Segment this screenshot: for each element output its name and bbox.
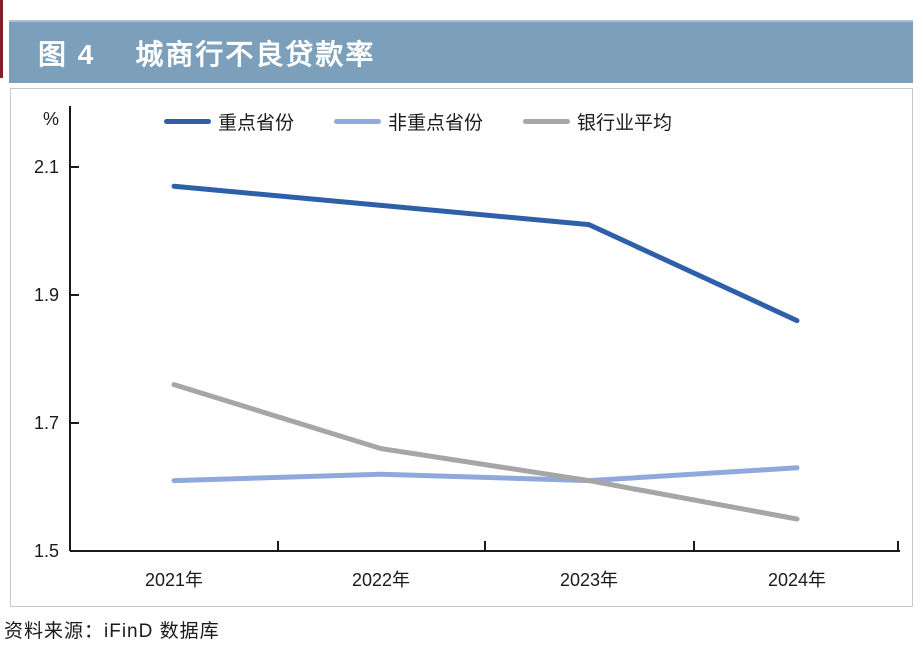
legend-swatch-icon <box>334 118 382 124</box>
y-tick-label: 1.9 <box>34 285 59 305</box>
legend-label: 银行业平均 <box>577 112 673 134</box>
y-axis-unit-label: % <box>43 109 59 129</box>
y-tick-label: 1.5 <box>34 541 59 561</box>
series-line-1 <box>171 465 800 484</box>
legend-item-0: 重点省份 <box>164 108 294 135</box>
x-tick-label: 2024年 <box>768 570 826 590</box>
series-line-2 <box>171 382 800 522</box>
figure-title-bar: 图 4 城商行不良贷款率 <box>9 20 913 83</box>
line-chart: % 2.1 1.9 1.7 1.5 2021年 2022年 2023年 2024年 <box>34 106 900 590</box>
x-tick-label: 2021年 <box>145 570 203 590</box>
source-note: 资料来源：iFinD 数据库 <box>4 621 220 642</box>
y-tick-label: 2.1 <box>34 157 59 177</box>
page-edge-accent <box>0 0 3 78</box>
chart-legend: 重点省份 非重点省份 银行业平均 <box>164 108 672 134</box>
legend-swatch-icon <box>523 118 571 124</box>
legend-item-1: 非重点省份 <box>334 108 483 135</box>
x-tick-label: 2022年 <box>352 570 410 590</box>
series-line-0 <box>171 183 800 324</box>
x-tick-label: 2023年 <box>560 570 618 590</box>
legend-label: 非重点省份 <box>388 112 484 134</box>
y-tick-label: 1.7 <box>34 413 59 433</box>
figure-number: 图 4 <box>38 38 96 70</box>
legend-label: 重点省份 <box>218 112 295 134</box>
legend-swatch-icon <box>164 118 211 124</box>
legend-item-2: 银行业平均 <box>523 108 672 135</box>
chart-panel: 重点省份 非重点省份 银行业平均 % 2.1 1.9 1.7 1.5 2021年 2022年 20… <box>10 88 913 607</box>
figure-title: 城商行不良贷款率 <box>135 38 376 70</box>
